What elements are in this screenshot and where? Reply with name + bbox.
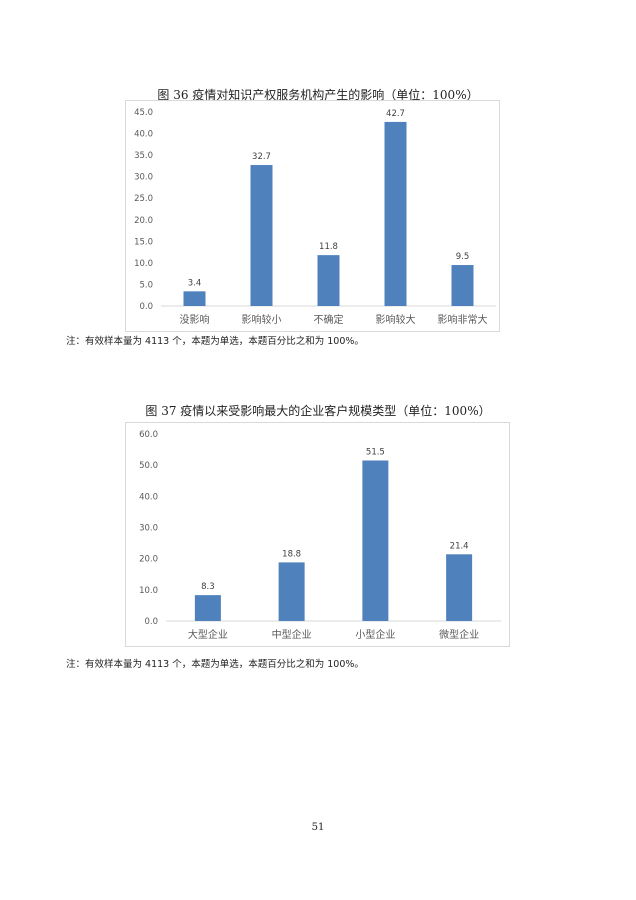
y-tick-label: 60.0	[139, 430, 158, 440]
y-tick-label: 40.0	[139, 492, 158, 502]
y-tick-label: 30.0	[139, 524, 158, 534]
y-tick-label: 0.0	[139, 302, 153, 312]
x-tick-label: 小型企业	[355, 628, 395, 641]
x-tick-label: 影响非常大	[438, 313, 488, 326]
data-label: 51.5	[366, 447, 385, 457]
bar	[194, 595, 221, 621]
y-tick-label: 5.0	[139, 280, 153, 290]
bar	[183, 291, 206, 306]
x-tick-label: 中型企业	[272, 628, 312, 641]
chart-title-36: 图 36 疫情对知识产权服务机构产生的影响（单位：100%）	[157, 88, 479, 102]
y-tick-label: 30.0	[134, 173, 153, 183]
y-tick-label: 50.0	[139, 461, 158, 471]
bar	[451, 265, 474, 306]
data-label: 21.4	[450, 541, 469, 551]
data-label: 3.4	[188, 278, 202, 288]
x-tick-label: 影响较小	[242, 313, 282, 326]
y-tick-label: 0.0	[144, 617, 158, 627]
x-tick-label: 大型企业	[188, 628, 228, 641]
y-tick-label: 40.0	[134, 130, 153, 140]
bar	[362, 460, 389, 621]
bar-chart-36: 0.0 5.0 10.0 15.0 20.0 25.0 30.0 35.0 40.0 45.0 3.…	[134, 108, 496, 326]
y-tick-label: 15.0	[134, 237, 153, 247]
y-tick-label: 25.0	[134, 194, 153, 204]
bar	[446, 554, 473, 621]
chart-title-37: 图 37 疫情以来受影响最大的企业客户规模类型（单位：100%）	[145, 404, 491, 418]
chart-37: 0.0 10.0 20.0 30.0 40.0 50.0 60.0 8.3 大型企业 18.8 中型…	[125, 422, 510, 647]
bar-chart-37: 0.0 10.0 20.0 30.0 40.0 50.0 60.0 8.3 大型企业 18.8 中型…	[139, 430, 501, 641]
x-tick-label: 影响较大	[376, 313, 416, 326]
y-tick-label: 10.0	[139, 586, 158, 596]
chart-note-36: 注：有效样本量为 4113 个，本题为单选，本题百分比之和为 100%。	[66, 336, 364, 347]
y-tick-label: 20.0	[134, 216, 153, 226]
data-label: 8.3	[201, 582, 215, 592]
y-tick-label: 45.0	[134, 108, 153, 118]
y-tick-label: 35.0	[134, 151, 153, 161]
x-tick-label: 没影响	[180, 313, 210, 326]
chart-36: 0.0 5.0 10.0 15.0 20.0 25.0 30.0 35.0 40.0 45.0 3.…	[125, 100, 500, 332]
bar	[278, 562, 305, 621]
bar	[317, 255, 340, 306]
bar	[250, 165, 273, 306]
y-tick-label: 10.0	[134, 259, 153, 269]
data-label: 9.5	[456, 252, 470, 262]
page-number: 51	[311, 822, 325, 833]
x-tick-label: 微型企业	[439, 628, 479, 641]
x-tick-label: 不确定	[314, 313, 344, 326]
data-label: 42.7	[386, 109, 405, 119]
y-tick-label: 20.0	[139, 555, 158, 565]
bar	[384, 121, 407, 306]
data-label: 18.8	[282, 549, 301, 559]
data-label: 32.7	[252, 152, 271, 162]
chart-note-37: 注：有效样本量为 4113 个，本题为单选，本题百分比之和为 100%。	[66, 659, 364, 670]
data-label: 11.8	[319, 242, 338, 252]
